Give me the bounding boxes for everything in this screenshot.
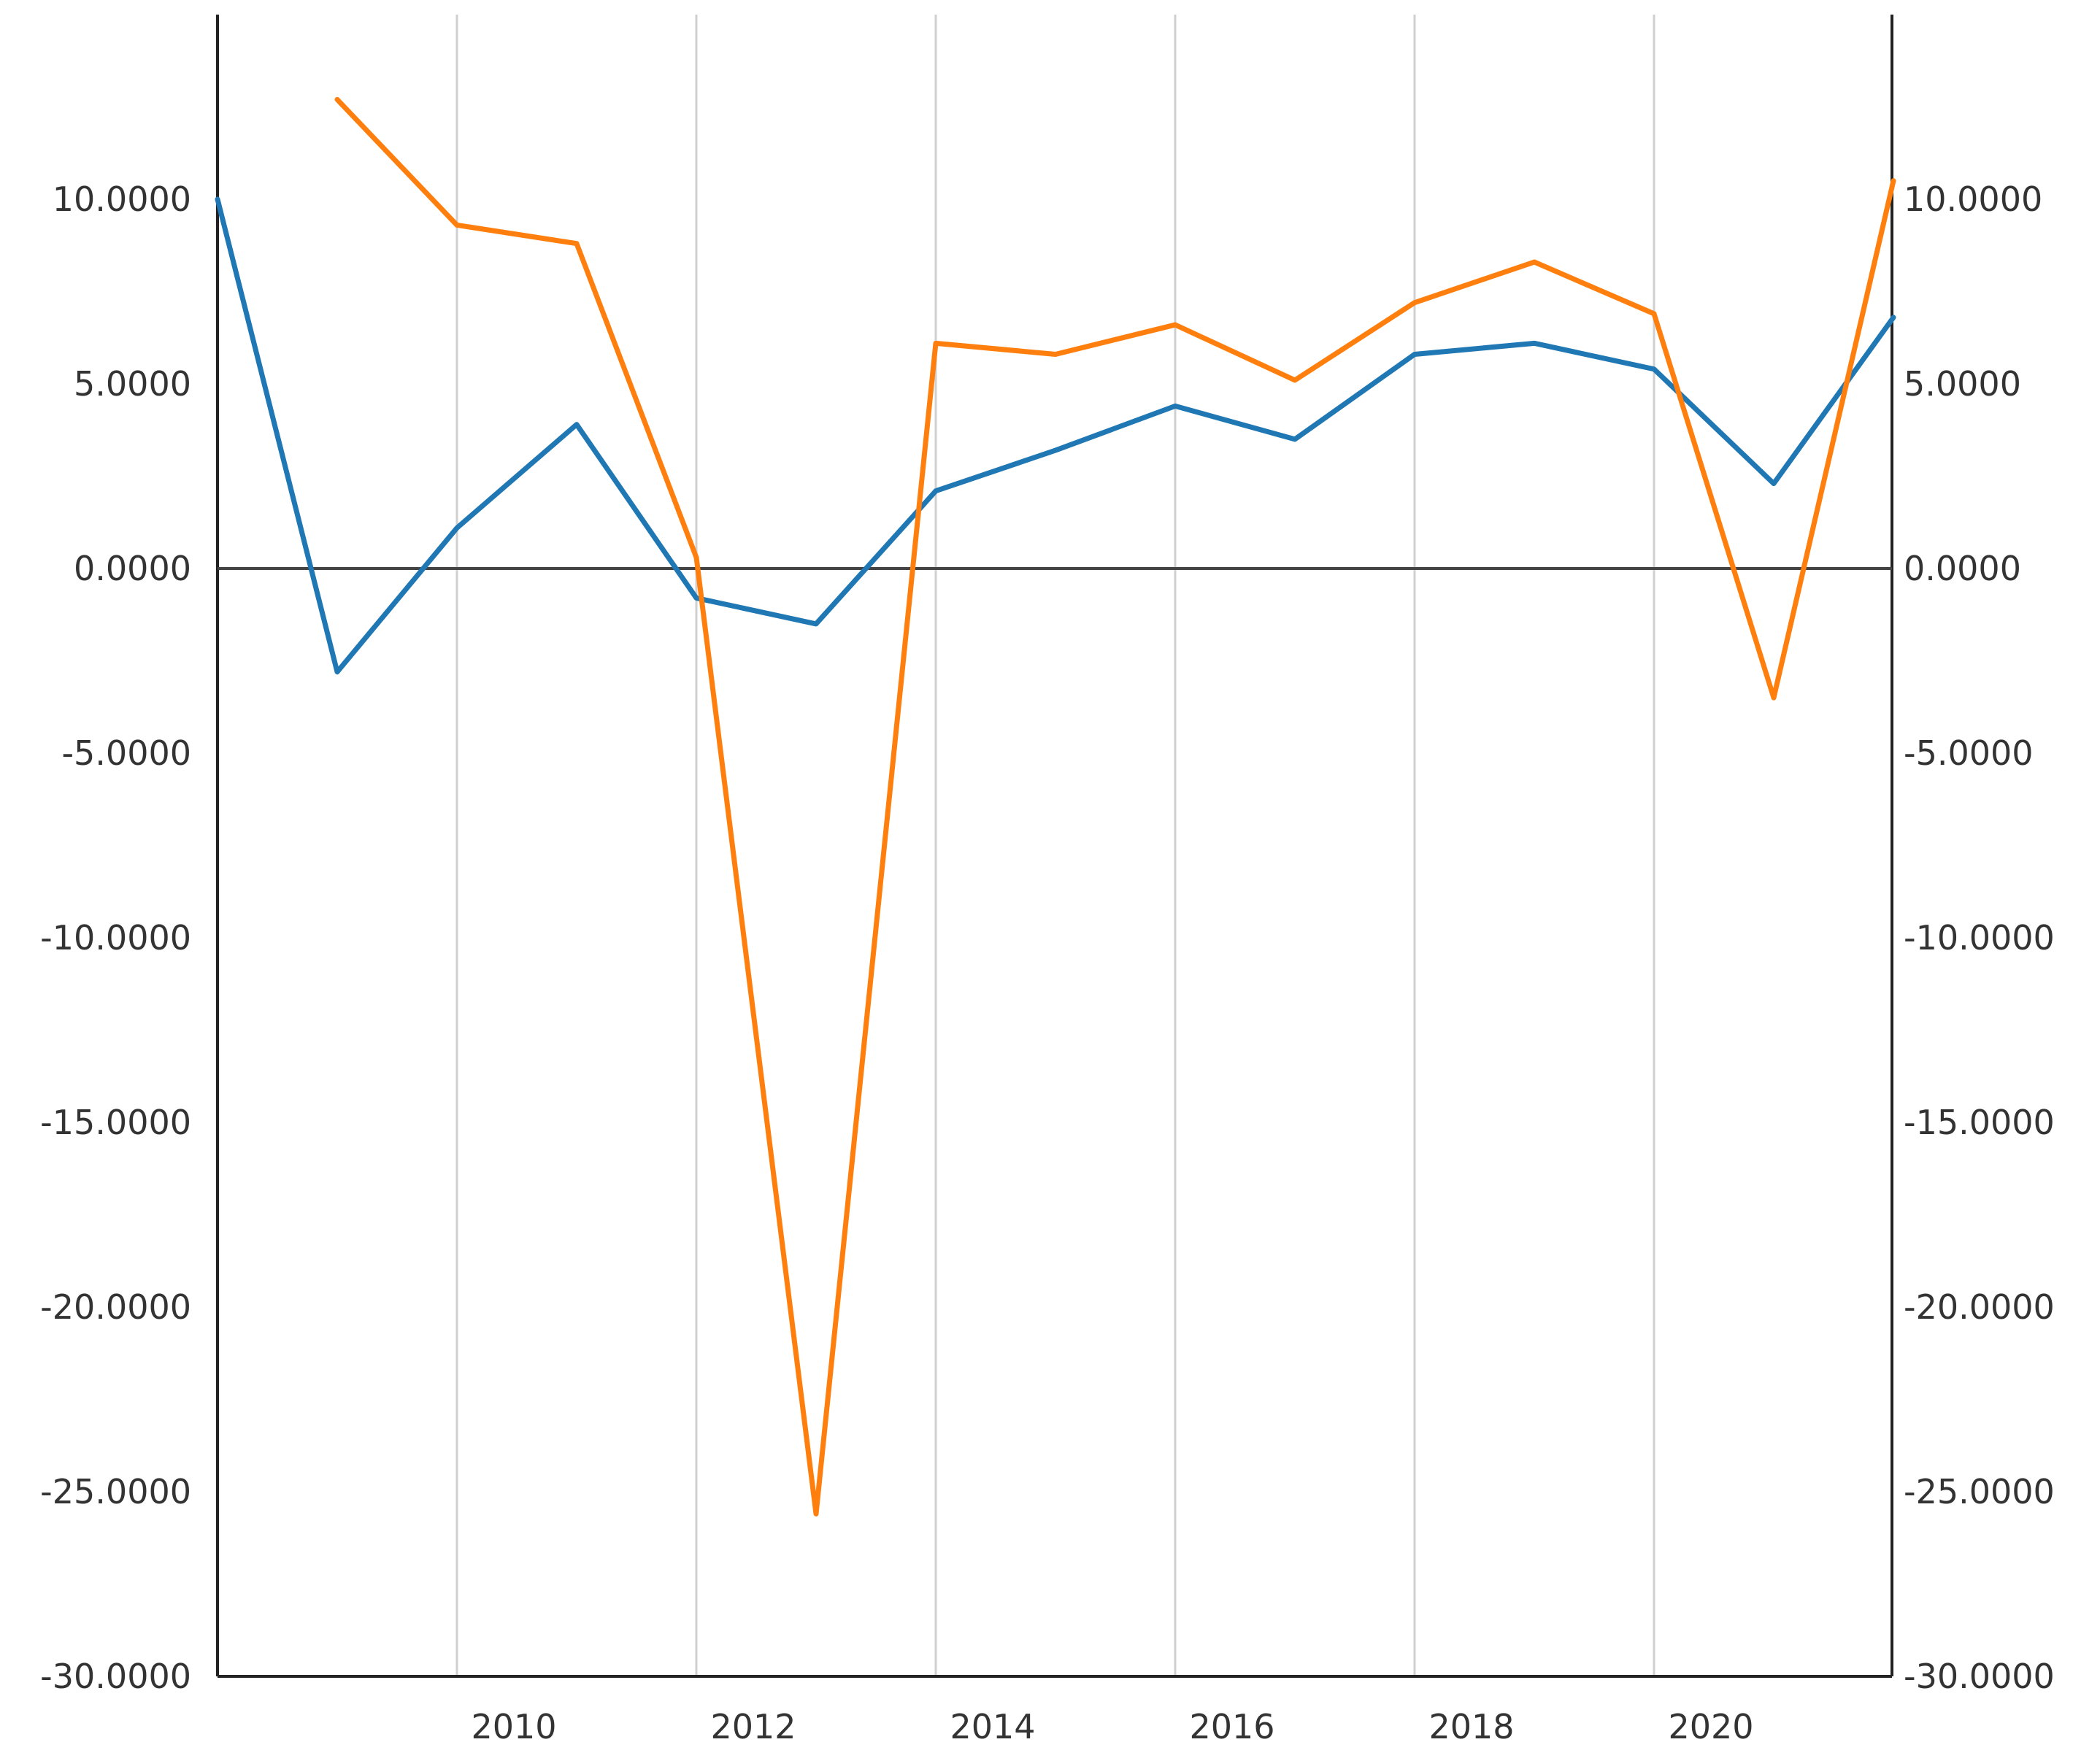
x-tick-label: 2020 bbox=[1668, 1707, 1753, 1746]
y-tick-label-left: -20.0000 bbox=[40, 1287, 191, 1327]
gridlines bbox=[455, 15, 1655, 1676]
y-tick-label-left: -25.0000 bbox=[40, 1472, 191, 1511]
series-line-1 bbox=[334, 96, 1896, 1517]
x-tick-label: 2018 bbox=[1428, 1707, 1514, 1746]
tick-labels: 10.0000 10.0000 5.0000 5.0000 0.0000 0.0000 -5… bbox=[40, 180, 2055, 1746]
x-tick-label: 2014 bbox=[950, 1707, 1035, 1746]
x-tick-label: 2010 bbox=[471, 1707, 556, 1746]
y-tick-label-left: 0.0000 bbox=[74, 549, 191, 588]
y-tick-label-right: -20.0000 bbox=[1904, 1287, 2055, 1327]
y-tick-label-right: -15.0000 bbox=[1904, 1103, 2055, 1142]
y-tick-label-right: -5.0000 bbox=[1904, 733, 2034, 773]
y-tick-label-right: -30.0000 bbox=[1904, 1657, 2055, 1696]
y-tick-label-right: 10.0000 bbox=[1904, 180, 2042, 219]
y-tick-label-left: -5.0000 bbox=[61, 733, 191, 773]
y-tick-label-right: 0.0000 bbox=[1904, 549, 2021, 588]
y-tick-label-left: 5.0000 bbox=[74, 364, 191, 404]
y-tick-label-right: -10.0000 bbox=[1904, 918, 2055, 957]
y-tick-label-left: -10.0000 bbox=[40, 918, 191, 957]
y-tick-label-left: -15.0000 bbox=[40, 1103, 191, 1142]
axes bbox=[216, 15, 1893, 1678]
y-tick-label-left: -30.0000 bbox=[40, 1657, 191, 1696]
y-tick-label-right: -25.0000 bbox=[1904, 1472, 2055, 1511]
y-tick-label-right: 5.0000 bbox=[1904, 364, 2021, 404]
x-tick-label: 2012 bbox=[710, 1707, 796, 1746]
series-lines bbox=[215, 96, 1896, 1517]
y-tick-label-left: 10.0000 bbox=[53, 180, 191, 219]
x-tick-label: 2016 bbox=[1189, 1707, 1274, 1746]
series-line-0 bbox=[215, 196, 1896, 675]
